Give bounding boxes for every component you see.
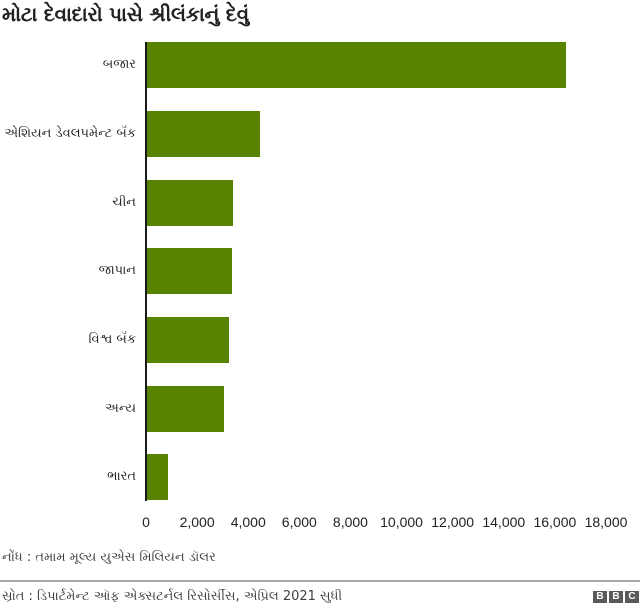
category-label: વિશ્વ બૅંક	[88, 332, 136, 347]
bar	[147, 386, 224, 432]
chart-note: નોંધ : તમામ મૂલ્ય યુએસ મિલિયન ડૉલર	[2, 550, 216, 565]
chart-source: સ્રોત : ડિપાર્ટમેન્ટ ઑફ એક્સટર્નલ રિસોર્…	[2, 589, 343, 604]
category-label: બજાર	[102, 57, 136, 72]
category-label: ચીન	[112, 195, 136, 210]
x-tick-label: 10,000	[380, 514, 423, 530]
bar-row: બજાર	[0, 42, 640, 88]
bar-row: અન્ય	[0, 386, 640, 432]
x-tick-label: 8,000	[332, 514, 368, 530]
category-label: એશિયન ડેવલપમેન્ટ બૅંક	[4, 126, 136, 141]
category-label: જાપાન	[98, 263, 136, 278]
x-tick-label: 6,000	[281, 514, 317, 530]
y-axis-line	[145, 42, 147, 501]
x-tick-label: 2,000	[179, 514, 215, 530]
x-tick-label: 12,000	[431, 514, 475, 530]
bar-chart: બજાર એશિયન ડેવલપમેન્ટ બૅંક ચીન જાપાન વિશ…	[0, 42, 640, 530]
bar-row: એશિયન ડેવલપમેન્ટ બૅંક	[0, 111, 640, 157]
bar	[147, 42, 567, 88]
x-tick-label: 18,000	[584, 514, 628, 530]
category-label: અન્ય	[105, 401, 136, 416]
bbc-logo-letter: C	[625, 591, 639, 603]
x-tick-label: 16,000	[533, 514, 577, 530]
bar-row: જાપાન	[0, 248, 640, 294]
bar	[147, 454, 168, 500]
category-label: ભારત	[107, 469, 136, 484]
bar	[147, 180, 233, 226]
x-tick-label: 14,000	[482, 514, 526, 530]
bbc-logo-letter: B	[609, 591, 623, 603]
chart-title: મોટા દેવાદારો પાસે શ્રીલંકાનું દેવું	[2, 2, 249, 26]
x-tick-label: 4,000	[230, 514, 266, 530]
bbc-logo-letter: B	[593, 591, 607, 603]
bbc-logo: B B C	[593, 591, 639, 603]
x-tick-label: 0	[142, 514, 150, 530]
bar-row: વિશ્વ બૅંક	[0, 317, 640, 363]
bar	[147, 317, 229, 363]
bar	[147, 248, 233, 294]
footer-divider	[0, 580, 640, 582]
bar	[147, 111, 260, 157]
bar-row: ભારત	[0, 454, 640, 500]
bar-row: ચીન	[0, 180, 640, 226]
